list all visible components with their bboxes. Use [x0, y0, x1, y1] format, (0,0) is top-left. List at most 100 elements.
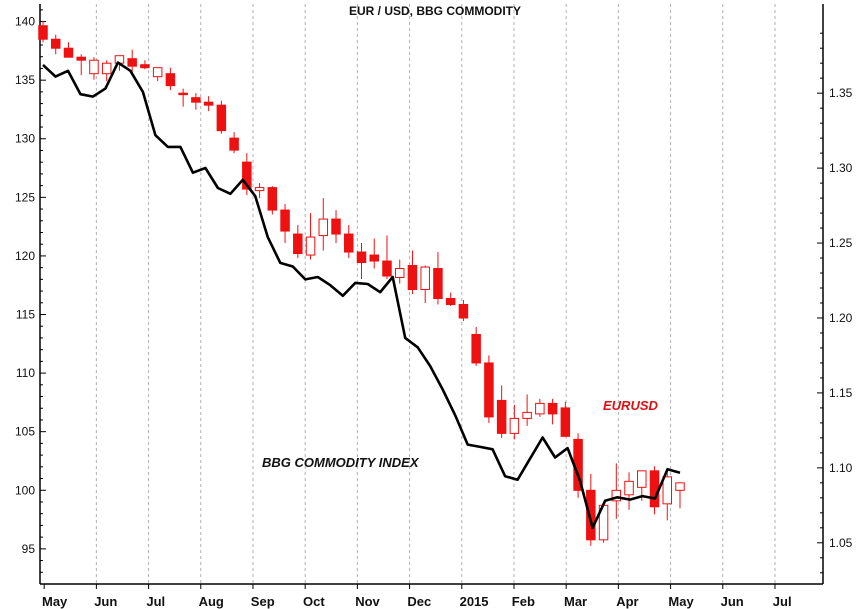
left-axis: 95 100 105 110 115 120 125 130 135 140 [15, 9, 46, 573]
candle-body-down [369, 254, 379, 262]
grid [95, 4, 776, 584]
candle-body-down [382, 260, 392, 277]
candle [611, 463, 622, 519]
candle-body-up [101, 62, 112, 75]
candle-body-down [560, 407, 571, 437]
candle [382, 235, 392, 280]
candle [662, 469, 673, 521]
candle-body-down [127, 58, 137, 67]
candle-body-up [535, 402, 545, 415]
candle [254, 183, 265, 199]
left-tick-label: 125 [15, 190, 35, 204]
candle-body-down [280, 209, 290, 232]
candle-body-up [152, 67, 163, 78]
candle [535, 398, 545, 417]
month-label: Jul [146, 594, 165, 609]
candle [471, 326, 481, 366]
candle [229, 132, 239, 154]
candle-body-down [76, 56, 86, 61]
candle-body-down [50, 38, 61, 49]
candle-body-up [662, 476, 673, 505]
candle [203, 96, 214, 112]
month-label: Jun [94, 594, 117, 609]
candle-body-down [229, 137, 239, 151]
candle-body-up [305, 236, 316, 256]
candle [586, 473, 596, 546]
month-label: May [668, 594, 694, 609]
candle-body-up [89, 59, 99, 75]
left-tick-label: 140 [15, 15, 35, 29]
candle-body-up [522, 411, 532, 419]
right-tick-label: 1.25 [829, 236, 853, 250]
candle [496, 385, 507, 438]
month-label: Apr [616, 594, 638, 609]
candle-body-down [344, 233, 354, 253]
candle [484, 355, 494, 423]
candle [89, 57, 99, 80]
candle [394, 259, 405, 284]
candle [509, 404, 520, 440]
candle [344, 225, 354, 259]
candle-body-down [407, 265, 418, 291]
candle-body-down [433, 268, 443, 299]
candle [38, 21, 48, 43]
candle-body-up [420, 266, 430, 291]
month-label: May [42, 594, 68, 609]
right-tick-label: 1.30 [829, 161, 853, 175]
right-axis: 1.05 1.10 1.15 1.20 1.25 1.30 1.35 [817, 32, 853, 574]
month-label: Jul [773, 594, 792, 609]
candle-body-down [331, 218, 341, 235]
candle-body-down [178, 92, 188, 96]
candle [420, 265, 430, 303]
candle-body-down [649, 470, 660, 508]
candle [76, 54, 86, 76]
candle-body-down [496, 399, 507, 434]
left-tick-label: 105 [15, 425, 35, 439]
candle [267, 186, 278, 215]
candle [140, 60, 150, 70]
candle [216, 100, 227, 134]
candle-body-up [394, 268, 405, 279]
month-label: Sep [251, 594, 275, 609]
candle [675, 482, 685, 509]
candle-body-down [458, 303, 469, 319]
candle-body-down [165, 73, 176, 87]
candle [547, 398, 558, 425]
candle [624, 472, 634, 510]
candle [293, 225, 303, 259]
month-label: Nov [355, 594, 380, 609]
candle-body-down [293, 233, 303, 255]
month-label: Mar [564, 594, 587, 609]
candle-body-down [191, 97, 201, 103]
candle-body-down [267, 187, 278, 211]
month-label: 2015 [460, 594, 489, 609]
candle [242, 153, 252, 196]
candle [331, 210, 341, 244]
left-tick-label: 120 [15, 249, 35, 263]
eurusd-candles [38, 21, 685, 546]
left-tick-label: 110 [16, 366, 35, 380]
candle [191, 93, 201, 110]
candle [63, 42, 74, 58]
bbg-index-label: BBG COMMODITY INDEX [262, 455, 420, 470]
month-label: Jun [721, 594, 744, 609]
month-label: Dec [407, 594, 431, 609]
candle [318, 198, 329, 251]
candle-body-down [445, 297, 456, 305]
candle-body-up [624, 480, 634, 496]
candle-body-down [586, 489, 596, 541]
candle [305, 213, 316, 260]
candle-body-down [547, 402, 558, 415]
eurusd-label: EURUSD [603, 398, 659, 413]
right-tick-label: 1.10 [829, 461, 853, 475]
candle [280, 204, 290, 244]
left-tick-label: 100 [15, 483, 35, 497]
left-tick-label: 135 [15, 73, 35, 87]
candle [101, 60, 112, 82]
bbg-commodity-line [42, 61, 681, 530]
right-tick-label: 1.15 [829, 386, 853, 400]
month-label: Oct [303, 594, 325, 609]
candle-body-up [637, 470, 647, 488]
candle-body-down [216, 104, 227, 132]
